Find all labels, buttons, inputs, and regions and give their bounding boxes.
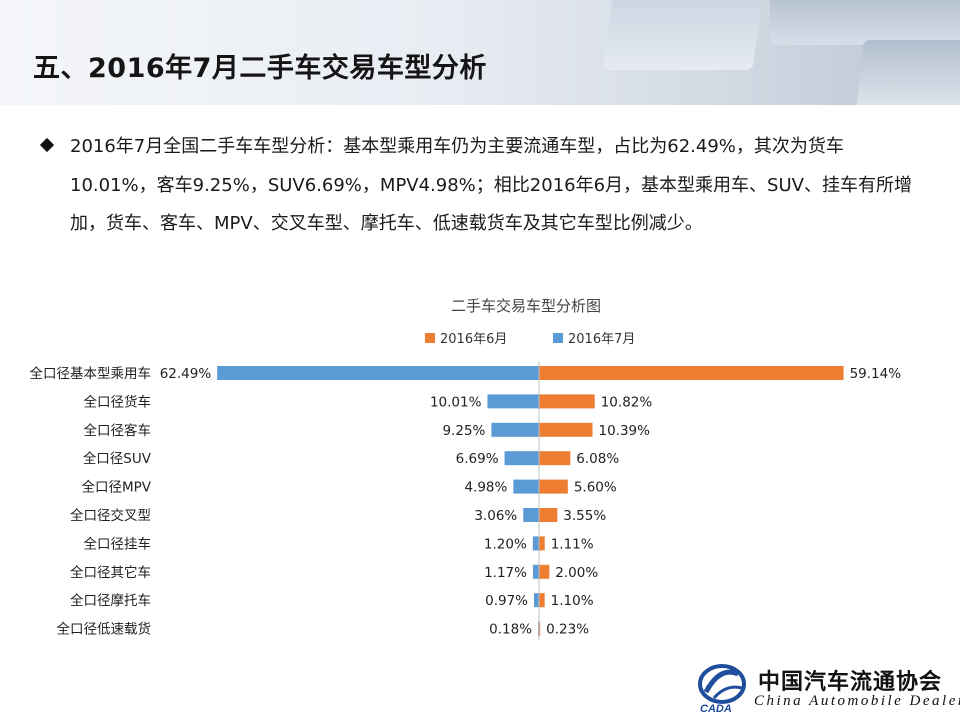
category-label: 全口径低速载货 [57,621,152,638]
data-label-july: 0.18% [489,622,532,638]
bar-july [504,451,539,466]
bar-july [487,394,539,409]
category-label: 全口径客车 [84,422,152,439]
category-label: 全口径基本型乘用车 [30,365,152,382]
category-label: 全口径摩托车 [70,592,151,609]
data-label-july: 10.01% [430,394,482,410]
bar-june [539,394,595,409]
category-label: 全口径货车 [84,393,152,410]
data-label-june: 0.23% [546,622,589,638]
page-title: 五、2016年7月二手车交易车型分析 [33,53,487,84]
bar-june [539,536,545,551]
decorative-cube [602,0,764,70]
data-label-july: 0.97% [485,593,528,609]
data-label-july: 62.49% [160,366,212,382]
chart-title: 二手车交易车型分析图 [451,297,601,315]
bar-july [513,479,539,494]
header-banner: 五、2016年7月二手车交易车型分析 [0,0,960,105]
bar-june [539,422,593,437]
cada-logo-icon: CADA [698,664,746,714]
bullet-diamond-icon [39,137,55,153]
bar-july [217,366,539,380]
data-label-july: 9.25% [442,423,485,439]
org-name-en: China Automobile Dealers [754,693,960,709]
bar-june [539,451,571,466]
data-label-june: 59.14% [850,366,902,382]
bar-june [539,593,545,608]
data-label-june: 6.08% [576,451,619,467]
legend-swatch [553,333,563,343]
category-label: 全口径挂车 [84,535,152,552]
data-label-june: 10.39% [599,423,651,439]
bar-july [532,564,539,579]
data-label-june: 1.10% [551,593,594,609]
bar-june [539,564,550,579]
bullet-text: 2016年7月全国二手车车型分析：基本型乘用车仍为主要流通车型，占比为62.49… [70,136,912,234]
bar-june [539,366,844,380]
decorative-cube [856,40,960,105]
legend-swatch [425,333,435,343]
data-label-july: 1.17% [484,565,527,581]
bar-july [532,536,539,551]
data-label-july: 6.69% [456,451,499,467]
bar-july [534,593,539,608]
org-name-cn: 中国汽车流通协会 [758,669,943,695]
bar-june [539,621,541,636]
data-label-june: 2.00% [555,565,598,581]
footer-logo: CADA 中国汽车流通协会 China Automobile Dealers [696,662,960,714]
category-label: 全口径SUV [83,450,152,467]
logo-text: CADA [700,703,732,714]
data-label-june: 3.55% [563,508,606,524]
data-label-june: 1.11% [551,536,594,552]
decorative-cube [770,0,960,45]
data-label-july: 1.20% [484,536,527,552]
legend-label: 2016年6月 [440,332,507,347]
data-label-june: 10.82% [601,394,653,410]
category-label: 全口径其它车 [70,564,151,581]
data-label-july: 3.06% [474,508,517,524]
data-label-july: 4.98% [464,480,507,496]
bar-july [523,508,539,522]
bar-july [491,422,539,437]
category-label: 全口径交叉型 [70,507,151,524]
bar-june [539,479,568,494]
category-label: 全口径MPV [81,479,151,496]
bar-june [539,508,558,522]
legend-label: 2016年7月 [568,332,635,347]
data-label-june: 5.60% [574,480,617,496]
